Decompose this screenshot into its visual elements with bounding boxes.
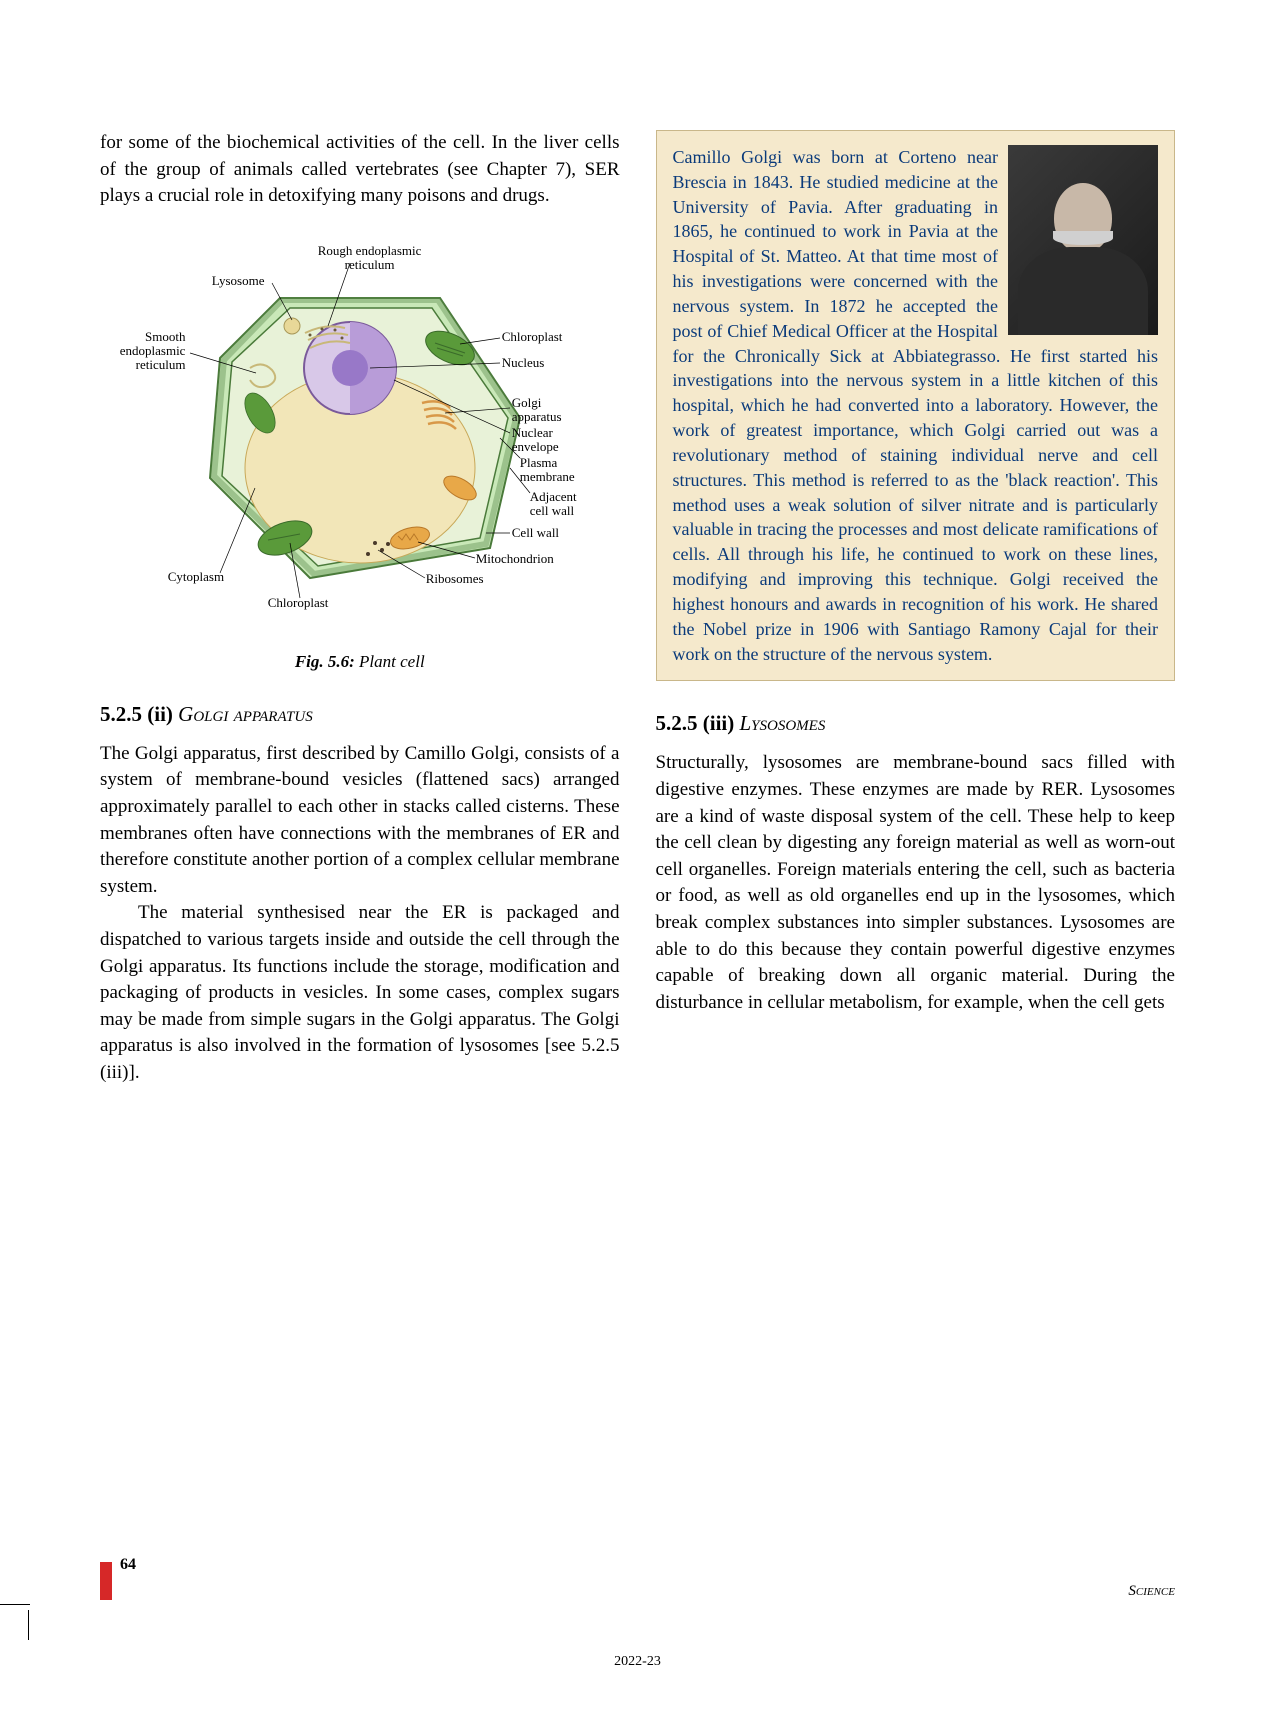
label-plasma-mem: Plasmamembrane: [520, 456, 575, 485]
subject-label: Science: [1128, 1583, 1175, 1600]
crop-marks-icon: [0, 1604, 40, 1640]
page-number-block: 64: [100, 1556, 136, 1600]
plant-cell-figure: Rough endoplasmicreticulum Lysosome Smoo…: [100, 238, 620, 672]
heading-number: 5.2.5 (iii): [656, 711, 740, 735]
golgi-para2: The material synthesised near the ER is …: [100, 900, 620, 1086]
golgi-para1: The Golgi apparatus, first described by …: [100, 741, 620, 901]
figure-caption: Fig. 5.6: Plant cell: [100, 652, 620, 672]
page-number: 64: [120, 1556, 136, 1600]
heading-text: Golgi apparatus: [178, 702, 313, 726]
section-525ii-heading: 5.2.5 (ii) Golgi apparatus: [100, 702, 620, 727]
label-cytoplasm: Cytoplasm: [168, 570, 224, 584]
label-smooth-er: Smoothendoplasmicreticulum: [120, 330, 186, 373]
label-mitochondrion: Mitochondrion: [476, 552, 554, 566]
golgi-biography-box: Camillo Golgi was born at Corteno near B…: [656, 130, 1176, 681]
section-525iii-heading: 5.2.5 (iii) Lysosomes: [656, 711, 1176, 736]
label-nucleus: Nucleus: [502, 356, 545, 370]
edition-year: 2022-23: [614, 1654, 661, 1670]
left-column: for some of the biochemical activities o…: [100, 130, 620, 1087]
heading-text: Lysosomes: [740, 711, 826, 735]
caption-prefix: Fig. 5.6:: [295, 652, 355, 671]
label-ribosomes: Ribosomes: [426, 572, 484, 586]
red-accent-bar: [100, 1562, 112, 1600]
label-lysosome: Lysosome: [212, 274, 265, 288]
two-column-layout: for some of the biochemical activities o…: [100, 130, 1175, 1087]
label-adj-wall: Adjacentcell wall: [530, 490, 577, 519]
label-rough-er: Rough endoplasmicreticulum: [318, 244, 422, 273]
plant-cell-diagram: Rough endoplasmicreticulum Lysosome Smoo…: [150, 238, 570, 638]
label-golgi: Golgiapparatus: [512, 396, 562, 425]
heading-number: 5.2.5 (ii): [100, 702, 178, 726]
caption-text: Plant cell: [355, 652, 425, 671]
intro-paragraph: for some of the biochemical activities o…: [100, 130, 620, 210]
textbook-page: for some of the biochemical activities o…: [0, 0, 1275, 1710]
label-chloroplast-bot: Chloroplast: [268, 596, 329, 610]
label-cell-wall: Cell wall: [512, 526, 559, 540]
lysosomes-para1: Structurally, lysosomes are membrane-bou…: [656, 750, 1176, 1016]
right-column: Camillo Golgi was born at Corteno near B…: [656, 130, 1176, 1087]
golgi-portrait-photo: [1008, 145, 1158, 335]
label-nuclear-env: Nuclearenvelope: [512, 426, 559, 455]
label-chloroplast-top: Chloroplast: [502, 330, 563, 344]
page-footer: 64 Science: [100, 1556, 1175, 1600]
